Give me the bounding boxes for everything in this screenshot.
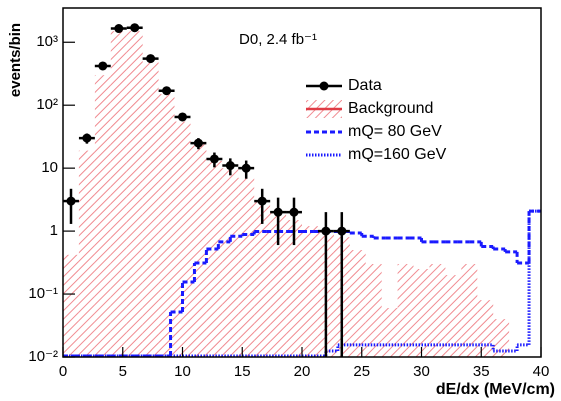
y-tick-label: 10⁻² bbox=[28, 348, 58, 365]
legend-label: mQ= 80 GeV bbox=[348, 123, 442, 140]
y-tick-label: 10² bbox=[36, 96, 58, 113]
background-bin bbox=[78, 150, 95, 357]
background-bin bbox=[397, 264, 414, 357]
background-bin bbox=[445, 275, 462, 357]
background-bin bbox=[158, 94, 175, 357]
background-bin bbox=[126, 31, 143, 358]
background-bin bbox=[461, 264, 478, 357]
background-bin bbox=[493, 319, 510, 357]
background-bin bbox=[174, 121, 191, 357]
background-bin bbox=[142, 62, 159, 357]
background-bin bbox=[365, 264, 382, 357]
data-point bbox=[178, 112, 187, 122]
data-point bbox=[130, 23, 140, 33]
data-point bbox=[146, 54, 156, 64]
data-point bbox=[209, 154, 219, 164]
legend-label: Background bbox=[348, 100, 433, 117]
background-bin bbox=[349, 250, 366, 357]
background-bin bbox=[270, 212, 287, 357]
data-point bbox=[225, 161, 235, 171]
background-bin bbox=[381, 308, 398, 357]
x-axis-label: dE/dx (MeV/cm) bbox=[436, 381, 555, 398]
x-tick-label: 10 bbox=[174, 363, 191, 380]
y-tick-label: 1 bbox=[50, 222, 58, 239]
x-tick-label: 35 bbox=[473, 363, 490, 380]
legend-label: mQ=160 GeV bbox=[348, 146, 447, 163]
y-tick-label: 10³ bbox=[36, 33, 58, 50]
y-tick-label: 10 bbox=[41, 159, 58, 176]
background-bin bbox=[206, 160, 223, 357]
background-bin bbox=[63, 254, 79, 357]
data-point bbox=[241, 163, 251, 173]
x-tick-label: 15 bbox=[234, 363, 251, 380]
background-bin bbox=[302, 226, 318, 357]
background-bin bbox=[477, 300, 494, 357]
data-point bbox=[98, 61, 108, 71]
y-tick-label: 10⁻¹ bbox=[28, 285, 58, 302]
data-point bbox=[162, 86, 172, 96]
background-bin bbox=[429, 264, 446, 357]
background-bin bbox=[222, 168, 239, 357]
x-tick-label: 25 bbox=[353, 363, 370, 380]
data-point bbox=[193, 138, 203, 148]
data-point bbox=[337, 226, 347, 236]
data-point bbox=[82, 133, 92, 143]
y-axis-label: events/bin bbox=[7, 23, 24, 97]
data-point bbox=[66, 196, 76, 206]
background-bin bbox=[94, 75, 111, 357]
background-bin bbox=[238, 177, 255, 357]
data-point bbox=[257, 196, 267, 206]
annotation: D0, 2.4 fb⁻¹ bbox=[239, 31, 317, 48]
background-bin bbox=[286, 220, 302, 357]
background-bin bbox=[110, 31, 127, 358]
data-point bbox=[273, 207, 283, 217]
background-bin bbox=[413, 268, 430, 357]
x-tick-label: 0 bbox=[59, 363, 67, 380]
legend-label: Data bbox=[348, 77, 382, 94]
x-tick-label: 5 bbox=[119, 363, 127, 380]
data-point bbox=[289, 207, 299, 217]
data-point bbox=[321, 226, 331, 236]
x-tick-label: 30 bbox=[413, 363, 430, 380]
data-point bbox=[114, 24, 124, 34]
legend-swatch bbox=[319, 81, 329, 91]
background-bin bbox=[254, 201, 271, 357]
background-bin bbox=[190, 144, 207, 357]
x-tick-label: 20 bbox=[294, 363, 311, 380]
x-tick-label: 40 bbox=[533, 363, 550, 380]
